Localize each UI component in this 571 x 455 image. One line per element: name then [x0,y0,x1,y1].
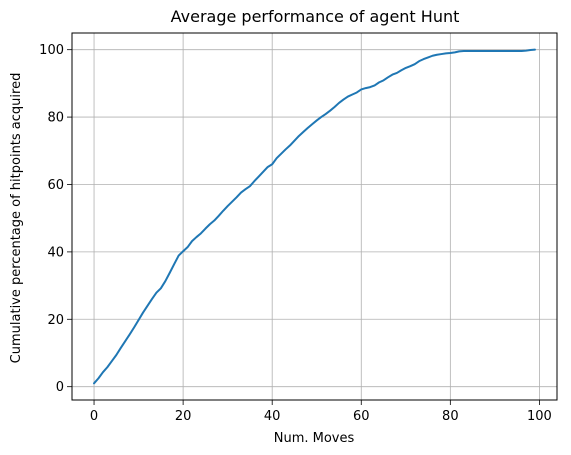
series-line [93,48,536,385]
y-tick-label: 40 [47,245,64,260]
y-tick-label: 20 [47,313,64,328]
x-tick-label: 60 [353,409,370,424]
x-tick-label: 40 [264,409,281,424]
x-tick-label: 80 [442,409,459,424]
grid-lines [72,33,557,400]
x-tick-label: 20 [175,409,192,424]
y-axis-label: Cumulative percentage of hitpoints acqui… [9,73,24,364]
x-tick-label: 0 [90,409,98,424]
x-axis-label: Num. Moves [274,431,355,446]
y-tick-label: 60 [47,178,64,193]
y-tick-label: 80 [47,111,64,126]
y-tick-label: 0 [56,380,64,395]
axis-ticks: 0 20 40 60 80 100 0 20 40 60 80 100 [39,43,552,424]
plot-area-frame [71,32,558,401]
series-layer [93,48,536,385]
x-tick-label: 100 [527,409,552,424]
y-tick-label: 100 [39,43,64,58]
chart-title: Average performance of agent Hunt [171,7,460,26]
